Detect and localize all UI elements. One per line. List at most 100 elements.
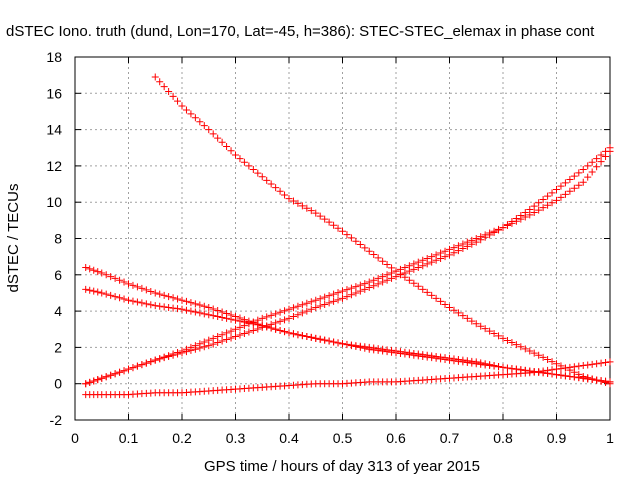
data-point (147, 358, 155, 366)
data-point (272, 184, 280, 192)
data-point (454, 309, 462, 317)
data-point (200, 122, 208, 130)
data-point (450, 249, 458, 257)
data-point (361, 285, 369, 293)
data-point (432, 256, 440, 264)
data-point (361, 244, 369, 252)
data-point (579, 166, 587, 174)
x-tick-label: 1 (606, 430, 614, 446)
data-point (249, 326, 257, 334)
data-point (383, 276, 391, 284)
data-point (356, 342, 364, 350)
data-point (330, 290, 338, 298)
data-point (459, 312, 467, 320)
data-point (218, 331, 226, 339)
data-point (388, 346, 396, 354)
data-point (454, 356, 462, 363)
data-point (477, 359, 485, 367)
data-point (116, 368, 124, 376)
data-point (428, 258, 436, 266)
data-point (160, 291, 168, 299)
data-point (495, 226, 503, 234)
data-point (321, 293, 329, 301)
data-point (142, 286, 150, 294)
y-tick-label: 4 (54, 303, 62, 319)
data-point (214, 339, 222, 347)
x-tick-label: 0.7 (440, 430, 460, 446)
data-point (169, 294, 177, 302)
data-point (535, 206, 543, 214)
data-point (94, 376, 102, 384)
data-point (209, 130, 217, 138)
data-point (214, 134, 222, 142)
data-point (579, 362, 587, 370)
data-point (566, 187, 574, 195)
data-point (499, 334, 507, 342)
data-point (125, 296, 132, 304)
data-point (334, 224, 342, 232)
y-tick-label: 14 (46, 122, 62, 138)
data-point (240, 329, 248, 337)
x-tick-label: 0.6 (386, 430, 406, 446)
data-point (107, 291, 115, 299)
data-point (361, 343, 369, 351)
data-point (209, 312, 217, 320)
x-tick-label: 0.5 (333, 430, 353, 446)
data-point (486, 231, 494, 239)
data-point (182, 348, 190, 356)
data-point (312, 296, 320, 304)
data-point (294, 302, 302, 310)
data-point (441, 300, 449, 308)
data-point (593, 163, 601, 171)
data-point (503, 221, 511, 229)
data-point (557, 193, 565, 201)
data-point (392, 347, 400, 355)
data-point (129, 297, 137, 305)
data-point (133, 298, 141, 306)
data-point (570, 373, 578, 381)
data-point (94, 288, 102, 296)
data-point (570, 184, 578, 192)
data-point (539, 367, 547, 375)
data-point (285, 305, 293, 313)
data-point (512, 215, 520, 223)
data-point (196, 344, 204, 352)
data-point (245, 328, 253, 336)
data-point (441, 354, 449, 362)
data-point (330, 338, 338, 346)
data-point (276, 308, 284, 316)
data-point (281, 307, 289, 315)
data-point (90, 266, 98, 274)
data-point (120, 295, 128, 303)
data-point (294, 199, 302, 207)
data-point (561, 179, 569, 187)
data-point (307, 333, 315, 341)
data-point (316, 335, 324, 343)
data-point (450, 306, 458, 314)
data-point (526, 369, 534, 377)
data-point (414, 282, 422, 290)
data-point (548, 358, 556, 366)
data-point (539, 195, 547, 203)
data-point (352, 237, 360, 245)
data-point (281, 191, 289, 199)
data-point (553, 365, 560, 373)
data-point (446, 303, 453, 311)
data-point (593, 376, 601, 384)
data-point (454, 247, 462, 255)
data-point (214, 333, 222, 341)
data-point (298, 301, 306, 309)
data-point (468, 240, 476, 248)
data-point (374, 345, 382, 353)
data-point (307, 305, 315, 313)
data-point (120, 367, 128, 375)
data-point (98, 289, 106, 297)
data-point (249, 166, 257, 174)
data-point (544, 356, 552, 363)
data-point (477, 236, 485, 244)
data-point (553, 185, 560, 193)
data-point (450, 355, 458, 363)
data-point (227, 315, 235, 323)
